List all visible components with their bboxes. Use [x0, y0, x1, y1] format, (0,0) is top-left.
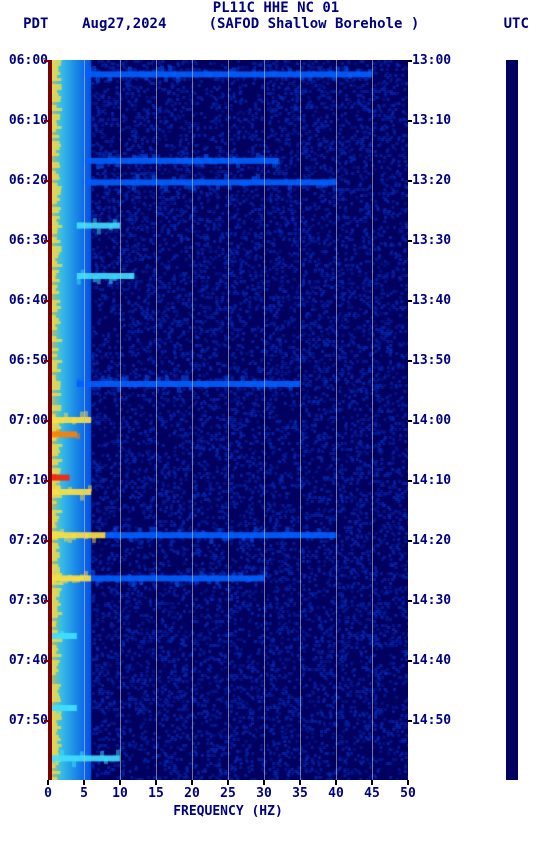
grid-line [264, 60, 265, 780]
y-left-tick [44, 720, 48, 722]
y-right-tick-label: 13:30 [412, 233, 460, 248]
y-left-tick-label: 06:10 [0, 113, 48, 128]
header-station: (SAFOD Shallow Borehole ) [209, 16, 420, 32]
x-tick-label: 45 [364, 786, 380, 801]
y-right-tick [408, 720, 412, 722]
x-tick-label: 40 [328, 786, 344, 801]
x-tick [227, 780, 229, 785]
y-right-tick-label: 14:10 [412, 473, 460, 488]
grid-line [300, 60, 301, 780]
x-tick-label: 35 [292, 786, 308, 801]
x-tick-label: 15 [148, 786, 164, 801]
y-right-tick-label: 13:50 [412, 353, 460, 368]
x-tick [407, 780, 409, 785]
x-tick [155, 780, 157, 785]
grid-line [120, 60, 121, 780]
y-right-tick [408, 660, 412, 662]
y-left-tick-label: 07:00 [0, 413, 48, 428]
x-tick-label: 30 [256, 786, 272, 801]
x-tick-label: 25 [220, 786, 236, 801]
y-left-tick [44, 180, 48, 182]
y-right-tick [408, 600, 412, 602]
x-axis-title: FREQUENCY (HZ) [48, 804, 408, 819]
y-left-tick [44, 360, 48, 362]
x-tick [191, 780, 193, 785]
y-right-tick-label: 14:50 [412, 713, 460, 728]
y-right-tick [408, 420, 412, 422]
y-right-tick-label: 13:40 [412, 293, 460, 308]
grid-line [156, 60, 157, 780]
y-left-tick [44, 240, 48, 242]
y-left-tick-label: 06:50 [0, 353, 48, 368]
y-left-tick-label: 06:30 [0, 233, 48, 248]
header-left-tz: PDT [23, 16, 48, 32]
x-tick-label: 50 [400, 786, 416, 801]
y-left-tick [44, 120, 48, 122]
y-left-tick-label: 06:40 [0, 293, 48, 308]
y-left-tick [44, 540, 48, 542]
x-tick [335, 780, 337, 785]
y-left-tick-label: 07:40 [0, 653, 48, 668]
y-left-tick [44, 480, 48, 482]
x-tick [263, 780, 265, 785]
x-tick [47, 780, 49, 785]
y-right-tick-label: 14:30 [412, 593, 460, 608]
x-tick-label: 5 [80, 786, 88, 801]
y-left-tick-label: 07:50 [0, 713, 48, 728]
y-right-tick [408, 480, 412, 482]
y-right-tick-label: 13:20 [412, 173, 460, 188]
header: PL11C HHE NC 01 PDT Aug27,2024 (SAFOD Sh… [0, 0, 552, 40]
y-right-tick [408, 240, 412, 242]
y-left-tick-label: 06:20 [0, 173, 48, 188]
x-tick [119, 780, 121, 785]
grid-line [84, 60, 85, 780]
y-right-tick [408, 60, 412, 62]
spectrogram-plot [48, 60, 408, 780]
x-tick-label: 0 [44, 786, 52, 801]
x-tick [83, 780, 85, 785]
header-right-tz: UTC [504, 16, 529, 32]
grid-line [372, 60, 373, 780]
colorbar-strip [506, 60, 518, 780]
x-tick [299, 780, 301, 785]
grid-line [192, 60, 193, 780]
left-edge-strip [48, 60, 52, 780]
y-right-tick-label: 14:20 [412, 533, 460, 548]
y-right-tick [408, 360, 412, 362]
x-tick [371, 780, 373, 785]
y-left-tick-label: 07:30 [0, 593, 48, 608]
y-right-tick-label: 13:00 [412, 53, 460, 68]
grid-line [336, 60, 337, 780]
y-left-tick [44, 60, 48, 62]
y-left-tick-label: 07:10 [0, 473, 48, 488]
y-left-tick-label: 07:20 [0, 533, 48, 548]
y-right-tick-label: 13:10 [412, 113, 460, 128]
title-line1: PL11C HHE NC 01 [213, 0, 339, 16]
x-tick-label: 10 [112, 786, 128, 801]
y-right-tick-label: 14:40 [412, 653, 460, 668]
spectrogram-page: PL11C HHE NC 01 PDT Aug27,2024 (SAFOD Sh… [0, 0, 552, 864]
grid-line [228, 60, 229, 780]
y-right-tick [408, 120, 412, 122]
y-axis-left: 06:0006:1006:2006:3006:4006:5007:0007:10… [0, 60, 48, 780]
y-left-tick [44, 660, 48, 662]
x-tick-label: 20 [184, 786, 200, 801]
y-left-tick [44, 300, 48, 302]
y-right-tick [408, 180, 412, 182]
y-left-tick [44, 420, 48, 422]
y-right-tick-label: 14:00 [412, 413, 460, 428]
y-axis-right: 13:0013:1013:2013:3013:4013:5014:0014:10… [412, 60, 460, 780]
x-axis: FREQUENCY (HZ) 05101520253035404550 [48, 780, 408, 820]
y-right-tick [408, 300, 412, 302]
header-date: Aug27,2024 [82, 16, 166, 32]
y-left-tick-label: 06:00 [0, 53, 48, 68]
y-left-tick [44, 600, 48, 602]
y-right-tick [408, 540, 412, 542]
